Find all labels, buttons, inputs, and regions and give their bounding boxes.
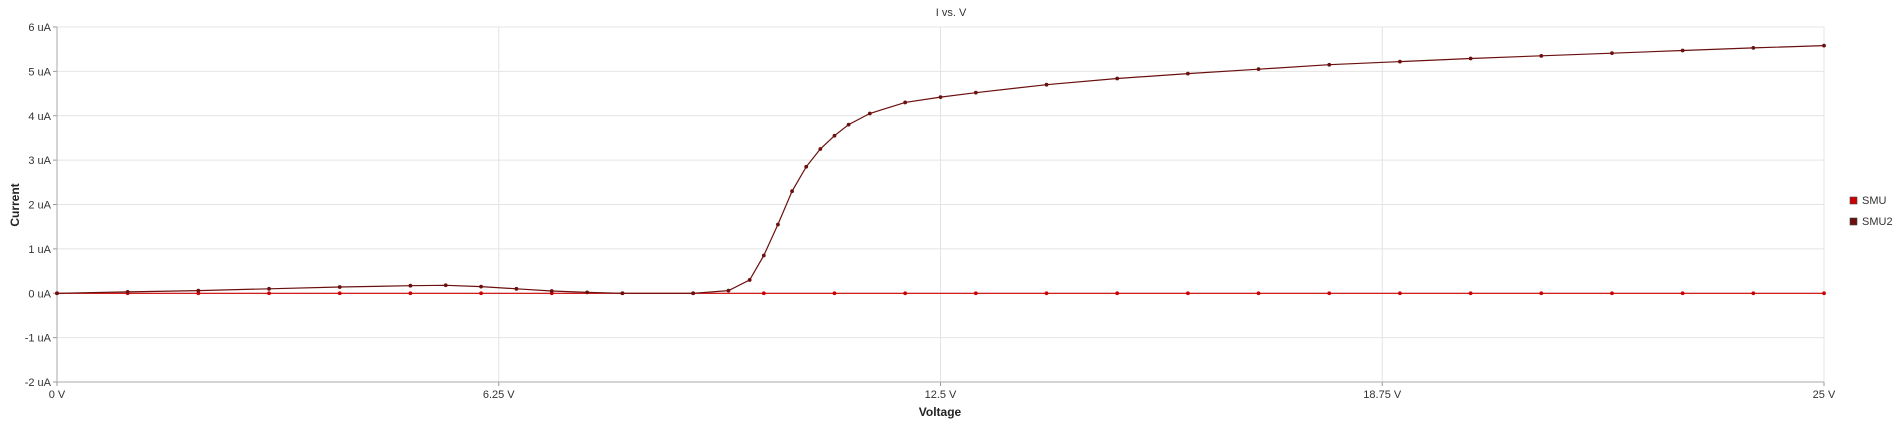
data-point <box>267 286 271 291</box>
data-point <box>1680 291 1685 296</box>
data-point <box>903 291 908 296</box>
data-point <box>1185 71 1190 76</box>
data-point <box>1398 291 1402 296</box>
data-point <box>479 291 483 296</box>
data-point <box>1115 291 1120 296</box>
data-point <box>867 111 872 116</box>
series-smu2 <box>55 43 1826 296</box>
data-point <box>1327 291 1332 296</box>
legend-swatch <box>1849 217 1858 226</box>
data-point <box>1680 48 1685 53</box>
data-point <box>196 288 201 293</box>
data-point <box>1044 82 1049 87</box>
data-point <box>1539 53 1544 58</box>
y-tick-label: 1 uA <box>28 244 51 256</box>
data-point <box>973 90 978 95</box>
y-tick-label: -2 uA <box>25 377 52 389</box>
data-point <box>938 95 943 100</box>
data-point <box>585 290 589 295</box>
y-tick-label: 4 uA <box>28 111 51 123</box>
data-point <box>1115 76 1120 81</box>
data-point <box>1751 291 1756 296</box>
data-point <box>1044 291 1049 296</box>
x-axis-title: Voltage <box>919 405 962 419</box>
data-point <box>55 291 59 296</box>
y-tick-label: 6 uA <box>28 22 51 34</box>
data-point <box>832 291 837 296</box>
x-tick-label: 12.5 V <box>925 389 957 401</box>
data-point <box>1822 43 1826 48</box>
data-point <box>761 253 766 258</box>
data-point <box>761 291 766 296</box>
data-point <box>267 291 271 296</box>
data-point <box>973 291 978 296</box>
data-point <box>776 222 780 227</box>
data-point <box>443 283 448 288</box>
data-point <box>818 147 823 151</box>
data-point <box>846 122 851 127</box>
data-point <box>747 278 752 282</box>
data-point <box>1468 291 1473 296</box>
data-point <box>1327 62 1332 67</box>
legend-swatch <box>1849 196 1858 205</box>
y-tick-label: -1 uA <box>25 333 52 345</box>
data-point <box>337 285 342 289</box>
data-point <box>790 189 794 194</box>
x-tick-label: 18.75 V <box>1363 389 1402 401</box>
grid-layer <box>56 26 1825 383</box>
data-point <box>408 283 413 288</box>
legend-label: SMU2 <box>1862 216 1893 228</box>
x-tick-label: 0 V <box>49 389 66 401</box>
data-point <box>903 100 908 105</box>
data-point <box>620 291 625 296</box>
chart-title: I vs. V <box>936 7 967 19</box>
y-tick-label: 3 uA <box>28 155 51 167</box>
series-layer <box>55 43 1826 296</box>
data-point <box>479 284 483 289</box>
y-tick-label: 5 uA <box>28 66 51 78</box>
data-point <box>514 286 519 291</box>
data-point <box>1539 291 1544 296</box>
data-point <box>1398 59 1402 64</box>
y-tick-label: 0 uA <box>28 288 51 300</box>
legend: SMU SMU2 <box>1849 195 1893 228</box>
x-tick-label: 6.25 V <box>483 389 515 401</box>
data-point <box>804 164 809 169</box>
data-point <box>408 291 413 296</box>
data-point <box>832 133 837 138</box>
data-point <box>1256 291 1261 296</box>
data-point <box>1751 45 1756 50</box>
data-point <box>549 289 554 293</box>
data-point <box>125 290 130 294</box>
x-tick-label: 25 V <box>1813 389 1836 401</box>
data-point <box>337 291 342 296</box>
data-point <box>1610 51 1614 56</box>
y-axis-title: Current <box>8 183 22 226</box>
series-line-smu2 <box>56 45 1825 294</box>
data-point <box>1610 291 1614 296</box>
data-point <box>726 288 731 293</box>
legend-label: SMU <box>1862 195 1887 207</box>
legend-item-smu: SMU <box>1849 195 1887 207</box>
data-point <box>1822 291 1826 296</box>
data-point <box>1468 56 1473 61</box>
data-point <box>1256 67 1261 72</box>
legend-item-smu2: SMU2 <box>1849 216 1893 228</box>
data-point <box>691 291 696 296</box>
data-point <box>1185 291 1190 296</box>
axis-layer: -2 uA -1 uA 0 uA 1 uA 2 uA 3 uA 4 uA 5 uA 6 uA 0 … <box>25 22 1836 401</box>
data-point <box>196 291 201 296</box>
y-tick-label: 2 uA <box>28 200 51 212</box>
